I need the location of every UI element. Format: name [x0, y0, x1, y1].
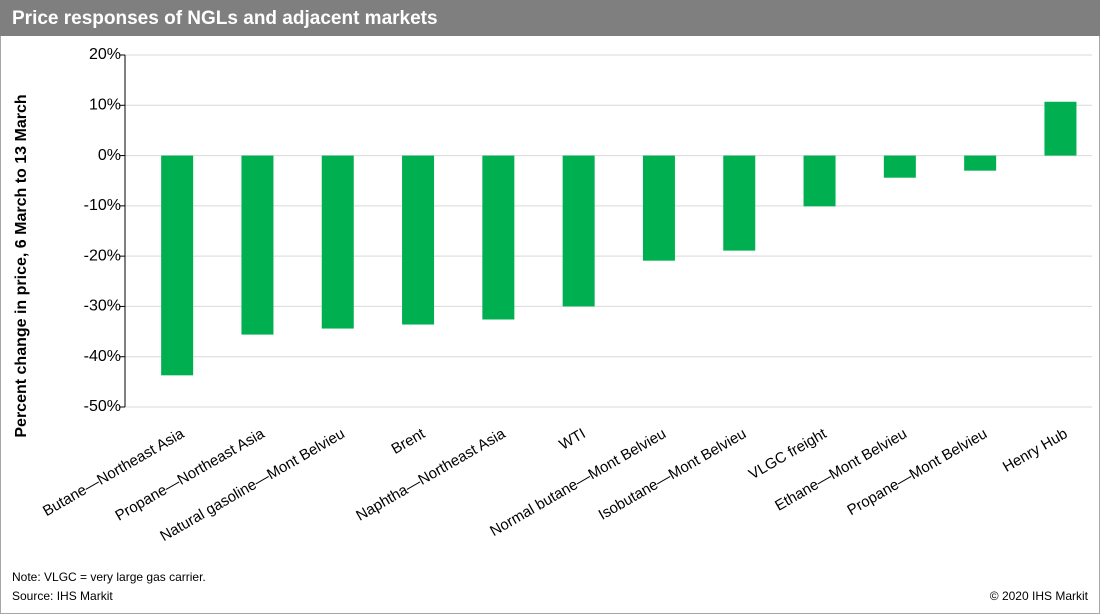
y-tick-label: -10% — [84, 197, 121, 214]
bar — [402, 155, 435, 325]
bar — [803, 155, 836, 207]
bar — [161, 155, 194, 376]
title-bar — [0, 0, 1100, 36]
y-tick-label: -40% — [84, 348, 121, 365]
bar — [482, 155, 515, 320]
bar — [321, 155, 354, 329]
y-tick-label: 0% — [98, 147, 121, 164]
chart-title: Price responses of NGLs and adjacent mar… — [12, 8, 438, 29]
y-tick-label: 10% — [89, 97, 121, 114]
bar — [1044, 101, 1077, 156]
copyright: © 2020 IHS Markit — [990, 589, 1089, 603]
bar — [642, 155, 675, 261]
y-tick-label: -30% — [84, 298, 121, 315]
y-tick-label: 20% — [89, 46, 121, 63]
bar — [562, 155, 595, 307]
y-tick-label: -20% — [84, 247, 121, 264]
bar — [723, 155, 756, 251]
source: Source: IHS Markit — [12, 589, 113, 603]
bar — [964, 155, 997, 171]
y-axis-label: Percent change in price, 6 March to 13 M… — [13, 94, 30, 437]
y-tick-label: -50% — [84, 398, 121, 415]
bar — [883, 155, 916, 178]
bar — [241, 155, 274, 335]
note: Note: VLGC = very large gas carrier. — [12, 570, 206, 584]
